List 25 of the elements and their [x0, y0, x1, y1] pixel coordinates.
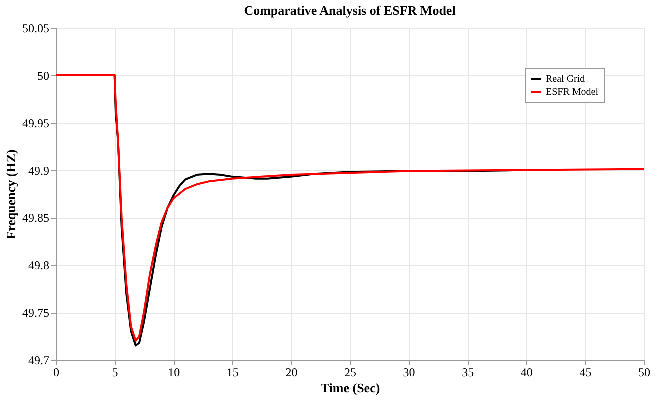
y-tick-label: 50.05 [22, 22, 50, 36]
y-tick-label: 49.75 [22, 306, 50, 320]
chart-title: Comparative Analysis of ESFR Model [244, 3, 456, 18]
x-tick-label: 25 [344, 366, 356, 380]
legend-label: ESFR Model [546, 87, 599, 98]
y-tick-label: 49.9 [28, 164, 50, 178]
x-tick-label: 35 [462, 366, 474, 380]
y-tick-label: 49.8 [28, 258, 50, 273]
x-axis-title: Time (Sec) [320, 380, 380, 396]
y-tick-label: 49.95 [22, 116, 50, 130]
y-tick-label: 49.7 [28, 354, 50, 368]
y-axis-title: Frequency (HZ) [4, 150, 18, 240]
x-tick-label: 50 [638, 366, 650, 380]
y-tick-label: 50 [38, 68, 50, 83]
x-tick-label: 20 [286, 366, 298, 380]
x-tick-label: 10 [168, 366, 180, 380]
x-tick-label: 40 [520, 366, 533, 380]
x-tick-label: 0 [54, 366, 60, 380]
y-tick-label: 49.85 [22, 211, 50, 226]
legend-label: Real Grid [546, 74, 586, 85]
line-series [56, 74, 644, 342]
x-tick-label: 30 [403, 366, 416, 380]
x-tick-label: 5 [112, 366, 118, 380]
x-tick-label: 15 [226, 366, 239, 380]
x-tick-label: 45 [580, 366, 592, 380]
